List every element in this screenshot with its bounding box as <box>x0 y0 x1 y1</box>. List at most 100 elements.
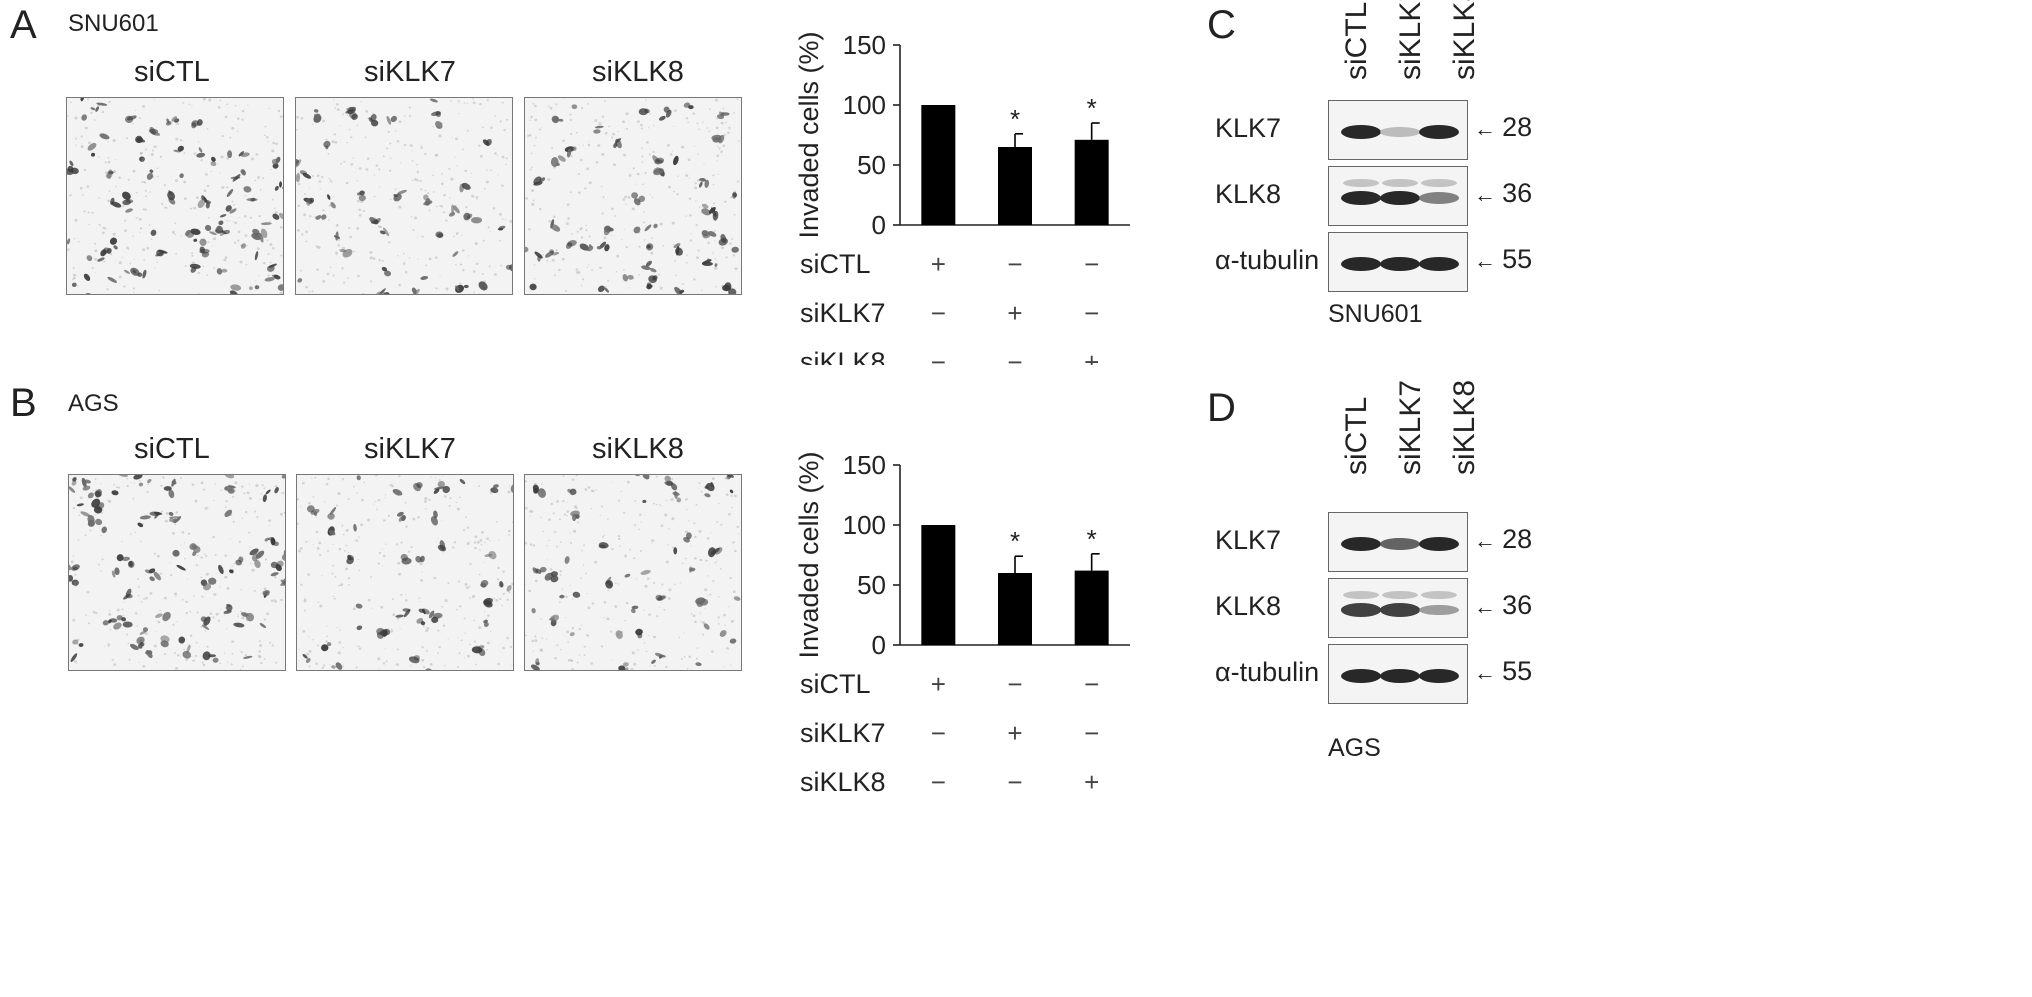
significance-marker-b: * <box>1010 526 1020 556</box>
blot-band-c <box>1419 192 1459 204</box>
panel-c-lane-3: siKLK8 <box>1448 0 1481 80</box>
blot-strip-c <box>1328 100 1468 160</box>
y-tick-label-a: 150 <box>843 30 886 60</box>
bar-a-siKLK7 <box>998 147 1032 225</box>
panel-letter-b: B <box>10 381 37 425</box>
treatment-mark-a: − <box>931 298 946 328</box>
significance-marker-b: * <box>1087 524 1097 554</box>
blot-protein-label-d: KLK7 <box>1215 525 1282 555</box>
blot-size-marker-c: ← 28 <box>1474 114 1532 141</box>
treatment-mark-a: + <box>931 249 946 279</box>
blot-band-faint-d <box>1382 591 1418 599</box>
treatment-mark-b: + <box>1007 718 1022 748</box>
blot-band-d <box>1341 603 1381 617</box>
panel-b-image-label-3: siKLK8 <box>592 433 684 465</box>
blot-band-d <box>1341 669 1381 683</box>
panel-c-cell-line: SNU601 <box>1328 300 1423 328</box>
blot-size-value-d: 55 <box>1502 656 1533 686</box>
panel-letter-a: A <box>10 3 37 47</box>
blot-size-marker-c: ← 55 <box>1474 246 1532 273</box>
blot-band-c <box>1419 257 1459 271</box>
micrograph-a-siklk8 <box>524 97 742 295</box>
blot-band-faint-c <box>1382 179 1418 187</box>
arrow-left-icon: ← <box>1474 182 1503 207</box>
treatment-mark-a: − <box>1084 298 1099 328</box>
y-tick-label-a: 100 <box>843 90 886 120</box>
micrograph-b-siklk7 <box>296 474 514 671</box>
treatment-label-a: siCTL <box>800 249 871 279</box>
arrow-left-icon: ← <box>1474 528 1503 553</box>
blot-strip-c <box>1328 166 1468 226</box>
blot-band-faint-c <box>1421 179 1457 187</box>
y-tick-label-a: 0 <box>872 210 886 240</box>
blot-size-marker-d: ← 55 <box>1474 658 1532 685</box>
treatment-mark-b: − <box>1084 718 1099 748</box>
blot-size-value-c: 36 <box>1502 178 1533 208</box>
bar-chart-b: 0 50 100 150 Invaded cells (%) * * siCTL + − − siKL… <box>794 450 1130 795</box>
micrograph-a-sictl <box>66 97 284 295</box>
y-tick-label-b: 50 <box>857 570 886 600</box>
panel-c-lane-2: siKLK7 <box>1394 0 1427 80</box>
blot-size-marker-c: ← 36 <box>1474 180 1532 207</box>
significance-marker-a: * <box>1087 93 1097 123</box>
blot-band-d <box>1419 669 1459 683</box>
arrow-left-icon: ← <box>1474 116 1503 141</box>
arrow-left-icon: ← <box>1474 594 1503 619</box>
bar-b-siCTL <box>921 525 956 645</box>
panel-d-lane-1: siCTL <box>1340 396 1373 475</box>
treatment-mark-b: − <box>1084 669 1099 699</box>
panel-d-lane-2: siKLK7 <box>1394 379 1427 475</box>
y-axis-label-b: Invaded cells (%) <box>794 451 824 658</box>
panel-d-lane-3: siKLK8 <box>1448 379 1481 475</box>
blot-strip-d <box>1328 512 1468 572</box>
panel-a-cell-line: SNU601 <box>68 10 159 37</box>
panel-a-image-label-3: siKLK8 <box>592 56 684 88</box>
treatment-mark-a: − <box>931 347 946 365</box>
bar-a-siCTL <box>921 105 956 225</box>
significance-marker-a: * <box>1010 104 1020 134</box>
treatment-label-a: siKLK7 <box>800 298 886 328</box>
bar-b-siKLK7 <box>998 573 1032 645</box>
blot-protein-label-c: α-tubulin <box>1215 245 1320 275</box>
blot-band-faint-c <box>1343 179 1379 187</box>
treatment-mark-b: − <box>1007 767 1022 795</box>
blot-protein-label-c: KLK8 <box>1215 179 1282 209</box>
blot-band-d <box>1341 537 1381 551</box>
blot-band-c <box>1341 191 1381 205</box>
blot-band-c <box>1380 191 1420 205</box>
blot-band-d <box>1419 537 1459 551</box>
panel-a-image-label-2: siKLK7 <box>364 56 456 88</box>
blot-band-faint-d <box>1343 591 1379 599</box>
treatment-mark-a: − <box>1084 249 1099 279</box>
panel-b-cell-line: AGS <box>68 390 119 417</box>
treatment-mark-b: − <box>931 767 946 795</box>
blot-band-d <box>1380 669 1420 683</box>
treatment-mark-a: + <box>1007 298 1022 328</box>
bar-b-siKLK8 <box>1074 570 1109 645</box>
panel-a-image-label-1: siCTL <box>134 56 210 88</box>
treatment-mark-b: − <box>931 718 946 748</box>
panel-b-image-label-2: siKLK7 <box>364 433 456 465</box>
bar-chart-a: 0 50 100 150 Invaded cells (%) * * siCTL + − − siKL… <box>794 30 1130 365</box>
blot-size-value-c: 55 <box>1502 244 1533 274</box>
treatment-mark-a: − <box>1007 347 1022 365</box>
y-axis-label-a: Invaded cells (%) <box>794 31 824 238</box>
micrograph-b-siklk8 <box>524 474 742 671</box>
blot-size-value-d: 36 <box>1502 590 1533 620</box>
blot-size-value-d: 28 <box>1502 524 1533 554</box>
treatment-label-b: siKLK8 <box>800 767 886 795</box>
blot-band-c <box>1380 257 1420 271</box>
blot-protein-label-d: α-tubulin <box>1215 657 1320 687</box>
blot-size-value-c: 28 <box>1502 112 1533 142</box>
treatment-mark-b: + <box>1084 767 1099 795</box>
blot-band-d <box>1419 604 1459 616</box>
panel-letter-c: C <box>1207 3 1236 47</box>
treatment-mark-a: − <box>1007 249 1022 279</box>
micrograph-a-siklk7 <box>295 97 513 295</box>
treatment-mark-a: + <box>1084 347 1099 365</box>
panel-c-lane-1: siCTL <box>1340 1 1373 80</box>
blot-strip-d <box>1328 578 1468 638</box>
treatment-mark-b: + <box>931 669 946 699</box>
blot-band-c <box>1341 257 1381 271</box>
y-tick-label-b: 150 <box>843 450 886 480</box>
